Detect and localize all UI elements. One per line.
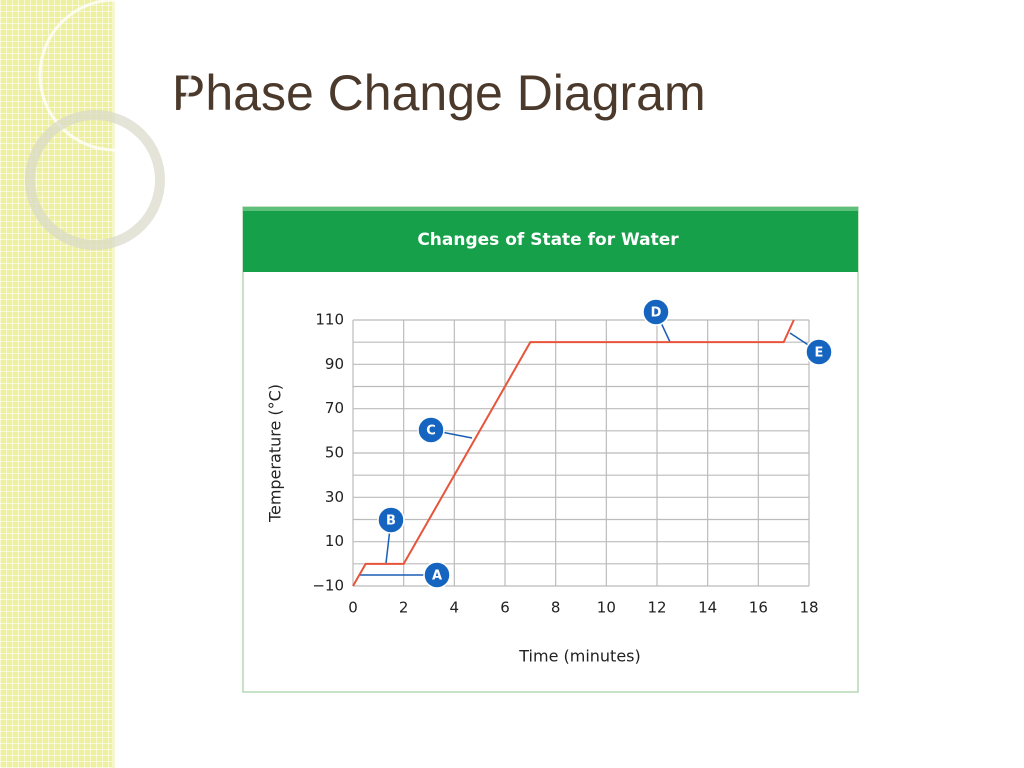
x-axis-label: Time (minutes) [518, 647, 641, 666]
y-tick-label: −10 [312, 577, 344, 595]
annotation-label: B [386, 514, 396, 529]
x-tick-label: 2 [399, 599, 409, 617]
y-tick-label: 30 [325, 488, 344, 506]
data-line [352, 319, 795, 587]
chart-title: Changes of State for Water [417, 230, 679, 250]
y-tick-label: 50 [325, 444, 344, 462]
x-tick-label: 12 [647, 599, 666, 617]
chart-frame [242, 206, 859, 693]
annotation-badge [805, 338, 833, 366]
annotation-label: A [432, 569, 442, 584]
annotation-label: E [815, 346, 824, 361]
y-axis-label: Temperature (°C) [266, 384, 285, 523]
annotation-badge [642, 298, 670, 326]
x-tick-label: 10 [597, 599, 616, 617]
annotation-badge [423, 561, 451, 589]
x-tick-label: 14 [698, 599, 717, 617]
x-tick-label: 8 [551, 599, 561, 617]
x-tick-label: 18 [799, 599, 818, 617]
chart-header [243, 207, 858, 272]
decor-circle [25, 110, 165, 250]
annotation-label: D [651, 306, 662, 321]
x-tick-label: 0 [348, 599, 358, 617]
x-tick-label: 16 [749, 599, 768, 617]
x-tick-label: 4 [450, 599, 460, 617]
y-tick-label: 70 [325, 399, 344, 417]
y-tick-label: 10 [325, 532, 344, 550]
annotation-badge [377, 506, 405, 534]
slide-title: Phase Change Diagram [172, 65, 706, 121]
annotation-badge [417, 416, 445, 444]
x-tick-label: 6 [500, 599, 510, 617]
header-accent [243, 207, 858, 211]
y-tick-label: 90 [325, 355, 344, 373]
annotation-label: C [426, 424, 436, 439]
decor-circle [38, 0, 192, 152]
y-tick-label: 110 [315, 311, 344, 329]
